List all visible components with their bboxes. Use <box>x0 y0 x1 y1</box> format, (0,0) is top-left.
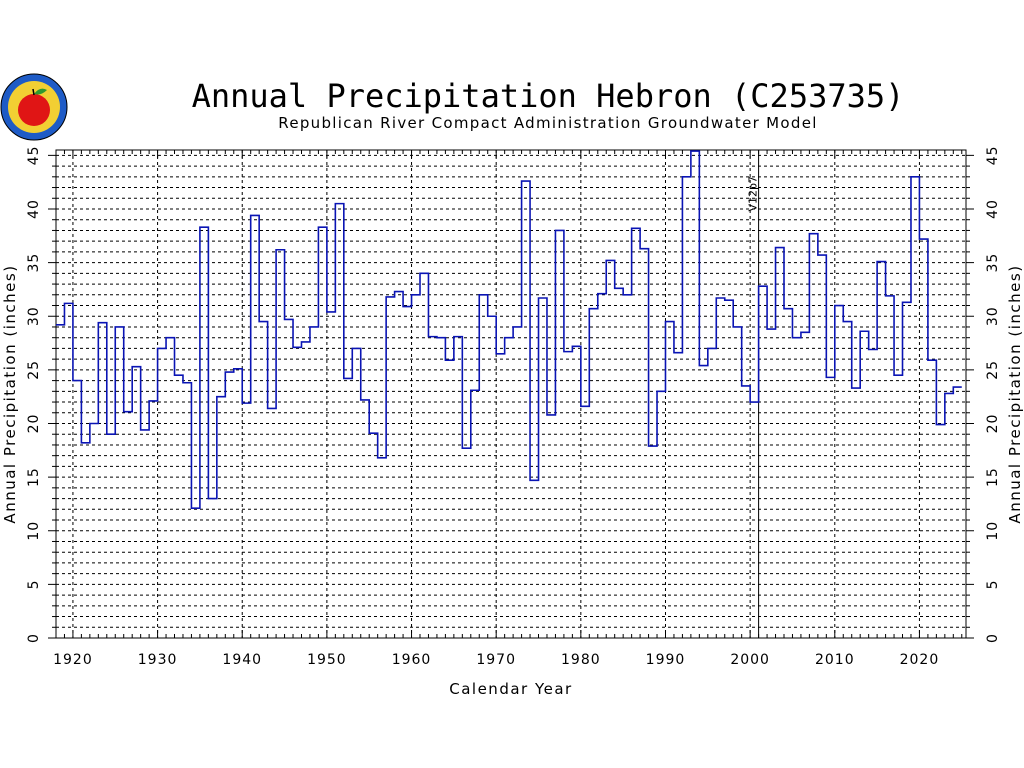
x-tick-label: 2020 <box>900 652 940 668</box>
grid <box>56 150 966 638</box>
plot-frame <box>55 149 967 639</box>
series <box>56 150 962 510</box>
y-tick-label-left: 0 <box>26 633 42 643</box>
y-tick-label-left: 30 <box>26 306 42 326</box>
x-tick-label: 1970 <box>476 652 516 668</box>
precip-series-line <box>56 150 962 510</box>
x-tick-label: 1920 <box>53 652 93 668</box>
annotation: V12p7 <box>747 150 760 638</box>
y-tick-label-left: 45 <box>26 145 42 165</box>
apple-stem <box>32 88 35 96</box>
logo <box>0 73 68 141</box>
x-tick-label: 1960 <box>392 652 432 668</box>
annotation-label: V12p7 <box>747 176 760 212</box>
chart-title: Annual Precipitation Hebron (C253735) <box>192 77 905 115</box>
y-tick-label-left: 10 <box>26 521 42 541</box>
y-tick-label-right: 45 <box>985 145 1001 165</box>
x-tick-label: 1930 <box>138 652 178 668</box>
x-axis-title: Calendar Year <box>449 680 572 698</box>
y-axis-title-right: Annual Precipitation (inches) <box>1006 264 1024 523</box>
y-tick-label-right: 5 <box>985 579 1001 589</box>
y-tick-label-left: 20 <box>26 414 42 434</box>
y-tick-label-left: 40 <box>26 199 42 219</box>
chart-subtitle: Republican River Compact Administration … <box>278 114 817 132</box>
x-tick-label: 1940 <box>222 652 262 668</box>
y-tick-label-right: 20 <box>985 414 1001 434</box>
apple-seal-icon <box>18 94 50 126</box>
x-tick-label: 1990 <box>646 652 686 668</box>
y-tick-label-right: 25 <box>985 360 1001 380</box>
x-tick-label: 2000 <box>730 652 770 668</box>
x-tick-label: 1950 <box>307 652 347 668</box>
y-tick-label-right: 15 <box>985 467 1001 487</box>
x-tick-label: 2010 <box>815 652 855 668</box>
y-tick-label-left: 15 <box>26 467 42 487</box>
y-tick-label-right: 40 <box>985 199 1001 219</box>
y-tick-label-right: 0 <box>985 633 1001 643</box>
y-tick-label-left: 5 <box>26 579 42 589</box>
y-tick-label-right: 35 <box>985 253 1001 273</box>
y-axis-title-left: Annual Precipitation (inches) <box>1 264 19 523</box>
x-tick-label: 1980 <box>561 652 601 668</box>
y-tick-label-left: 35 <box>26 253 42 273</box>
y-tick-label-right: 10 <box>985 521 1001 541</box>
y-tick-label-right: 30 <box>985 306 1001 326</box>
y-tick-label-left: 25 <box>26 360 42 380</box>
axis-ticks: 1920 1930 1940 1950 1960 1970 1980 1990 2000 2010… <box>26 145 1001 668</box>
apple-leaf <box>34 88 47 95</box>
